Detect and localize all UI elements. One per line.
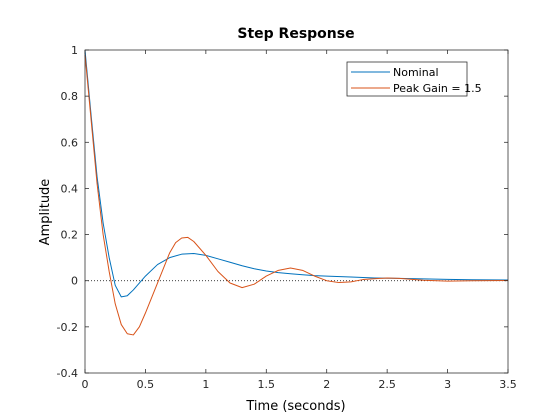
x-tick-label: 1.5 [258, 378, 276, 391]
y-tick-label: 0.4 [61, 182, 79, 195]
x-axis-title: Time (seconds) [245, 399, 345, 414]
axes-box [84, 49, 509, 374]
y-tick-label: -0.4 [57, 367, 78, 380]
x-tick-label: 3 [444, 378, 451, 391]
y-axis-title: Amplitude [38, 179, 53, 246]
y-tick-label: 0.6 [61, 136, 79, 149]
series-layer [84, 49, 509, 336]
x-tick-label: 2.5 [378, 378, 396, 391]
x-tick-label: 3.5 [499, 378, 517, 391]
x-tick-label: 0 [82, 378, 89, 391]
legend-box [346, 61, 468, 97]
legend-label-nominal: Nominal [393, 66, 439, 79]
series-line-1 [84, 54, 509, 336]
x-tick-label: 0.5 [137, 378, 155, 391]
y-tick-label: -0.2 [57, 321, 78, 334]
y-tick-label: 0 [71, 275, 78, 288]
y-ticks: -0.4 -0.2 0 0.2 0.4 0.6 0.8 1 [57, 44, 508, 380]
y-tick-label: 1 [71, 44, 78, 57]
x-tick-label: 2 [323, 378, 330, 391]
y-tick-label: 0.8 [61, 90, 79, 103]
plot-area [85, 50, 508, 373]
x-tick-label: 1 [202, 378, 209, 391]
y-tick-label: 0.2 [61, 229, 79, 242]
chart-title: Step Response [237, 26, 354, 42]
legend: Nominal Peak Gain = 1.5 [346, 61, 482, 97]
x-ticks: 0 0.5 1 1.5 2 2.5 3 3.5 [82, 50, 517, 391]
series-line-0 [84, 49, 509, 298]
legend-label-peak-gain: Peak Gain = 1.5 [393, 82, 482, 95]
